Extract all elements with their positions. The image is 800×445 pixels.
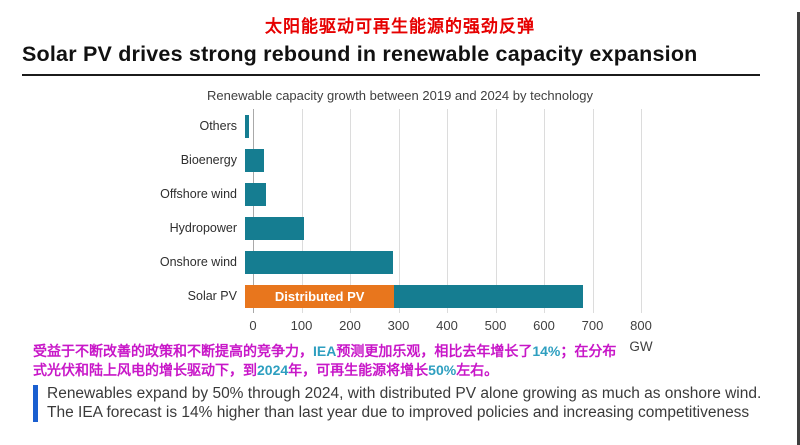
- annotation-part: 左右。: [456, 361, 499, 378]
- page-title: Solar PV drives strong rebound in renewa…: [22, 42, 698, 66]
- x-tick-label: 400: [436, 318, 458, 333]
- x-tick-label: 600: [533, 318, 555, 333]
- gridline: [592, 109, 594, 313]
- annotation-part: 年，可再生能源将增长: [288, 361, 429, 378]
- category-label: Hydropower: [169, 221, 237, 235]
- category-label: Others: [199, 119, 237, 133]
- gridline: [301, 109, 303, 313]
- annotation-part: 50%: [428, 361, 457, 378]
- gridline: [350, 109, 351, 313]
- summary-text: Renewables expand by 50% through 2024, w…: [47, 384, 762, 421]
- gridline: [544, 109, 545, 313]
- segment-label: Distributed PV: [274, 288, 365, 304]
- summary-note: Renewables expand by 50% through 2024, w…: [33, 384, 771, 423]
- window-edge: [797, 12, 800, 445]
- bar-row: Others: [141, 109, 651, 143]
- x-tick-label: 200: [339, 318, 361, 333]
- x-tick-label: 800: [630, 318, 652, 333]
- bar-segment: [245, 250, 393, 274]
- x-tick-label: 100: [290, 318, 313, 333]
- gridline: [253, 109, 254, 313]
- title-block: Solar PV drives strong rebound in renewa…: [22, 42, 760, 76]
- category-label: Solar PV: [187, 289, 237, 303]
- bar-segment: [245, 216, 304, 240]
- x-tick-label: 0: [249, 318, 257, 333]
- bar-track: [245, 148, 633, 172]
- bar-segment: Distributed PV: [245, 284, 395, 308]
- bar-track: [245, 182, 633, 206]
- bar-row: Offshore wind: [141, 177, 651, 211]
- bar-track: Distributed PV: [245, 284, 633, 308]
- annotation-part: 预测更加乐观，相比去年增长了: [336, 343, 533, 359]
- annotation-part: IEA: [313, 343, 337, 359]
- gridline: [447, 109, 448, 313]
- x-tick-label: 700: [581, 318, 604, 333]
- bar-track: [245, 216, 633, 240]
- bar-segment: [245, 114, 249, 138]
- bar-row: Hydropower: [141, 211, 651, 245]
- bar-track: [245, 250, 633, 274]
- annotation-part: ；在分布式光伏和陆上风电的增长驱动下，到: [33, 343, 617, 378]
- bar-segment: [394, 284, 584, 308]
- x-tick-label: 500: [484, 318, 507, 333]
- bar-track: [245, 114, 633, 138]
- chart-title: Renewable capacity growth between 2019 a…: [207, 88, 593, 103]
- axis-unit-label: GW: [629, 339, 653, 354]
- bar-segment: [245, 182, 266, 206]
- gridline: [641, 109, 642, 313]
- bar-chart: Others Bioenergy Offshore wind Hydropower On…: [141, 109, 653, 354]
- annotation-part: 2024: [257, 361, 289, 378]
- bar-row: Solar PV Distributed PV: [141, 279, 651, 313]
- chinese-annotation: 受益于不断改善的政策和不断提高的竞争力，IEA预测更加乐观，相比去年增长了14%…: [33, 342, 625, 380]
- gridline: [398, 109, 400, 313]
- chart-gridlines: [253, 109, 642, 313]
- x-axis: 0 100 200 300 400 500 600 700 800 GW: [249, 313, 652, 354]
- slide: 太阳能驱动可再生能源的强劲反弹 Solar PV drives strong r…: [0, 12, 800, 445]
- bar-row: Onshore wind: [141, 245, 651, 279]
- annotation-part: 14%: [532, 343, 561, 359]
- category-label: Bioenergy: [180, 153, 237, 167]
- chinese-subtitle: 太阳能驱动可再生能源的强劲反弹: [265, 17, 535, 36]
- category-label: Offshore wind: [160, 187, 237, 201]
- chart-rows: Others Bioenergy Offshore wind Hydropower On…: [141, 109, 651, 313]
- annotation-part: 受益于不断改善的政策和不断提高的竞争力，: [33, 343, 313, 359]
- bar-row: Bioenergy: [141, 143, 651, 177]
- category-label: Onshore wind: [159, 255, 237, 269]
- gridline: [495, 109, 497, 313]
- bar-segment: [245, 148, 265, 172]
- x-tick-label: 300: [387, 318, 410, 333]
